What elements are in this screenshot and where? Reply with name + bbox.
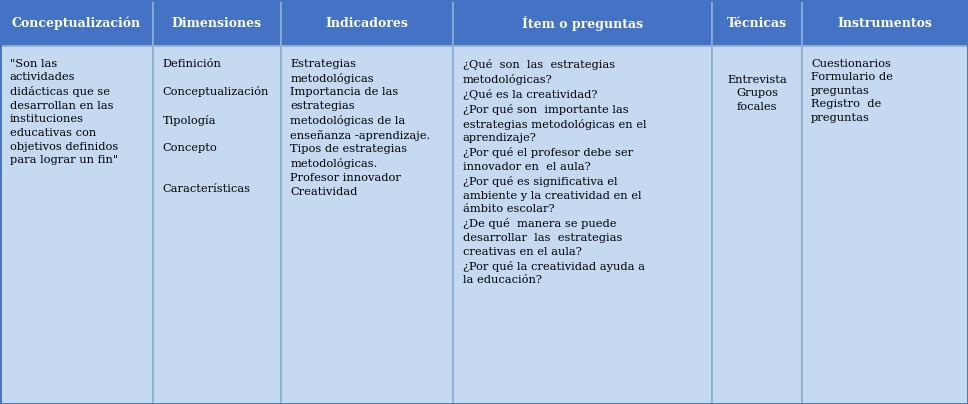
Text: Entrevista
Grupos
focales: Entrevista Grupos focales <box>727 75 787 112</box>
Bar <box>712 46 802 404</box>
Text: "Son las
actividades
didácticas que se
desarrollan en las
instituciones
educativ: "Son las actividades didácticas que se d… <box>10 59 118 165</box>
Bar <box>0 0 153 46</box>
Text: Cuestionarios
Formulario de
preguntas
Registro  de
preguntas: Cuestionarios Formulario de preguntas Re… <box>811 59 893 123</box>
Bar <box>453 46 712 404</box>
Text: Dimensiones: Dimensiones <box>171 17 262 30</box>
Bar <box>802 46 968 404</box>
Bar <box>712 0 802 46</box>
Text: Indicadores: Indicadores <box>325 17 408 30</box>
Text: Estrategias
metodológicas
Importancia de las
estrategias
metodológicas de la
ens: Estrategias metodológicas Importancia de… <box>290 59 431 197</box>
Bar <box>802 0 968 46</box>
Text: Conceptualización: Conceptualización <box>12 17 141 30</box>
Text: Instrumentos: Instrumentos <box>837 17 932 30</box>
Bar <box>153 0 281 46</box>
Bar <box>453 0 712 46</box>
Text: Definición

Conceptualización

Tipología

Concepto


Características: Definición Conceptualización Tipología C… <box>163 59 269 194</box>
Bar <box>281 46 453 404</box>
Text: Técnicas: Técnicas <box>727 17 787 30</box>
Text: Ítem o preguntas: Ítem o preguntas <box>522 16 644 31</box>
Bar <box>153 46 281 404</box>
Bar <box>281 0 453 46</box>
Bar <box>0 46 153 404</box>
Text: ¿Qué  son  las  estrategias
metodológicas?
¿Qué es la creatividad?
¿Por qué son : ¿Qué son las estrategias metodológicas? … <box>463 59 647 285</box>
